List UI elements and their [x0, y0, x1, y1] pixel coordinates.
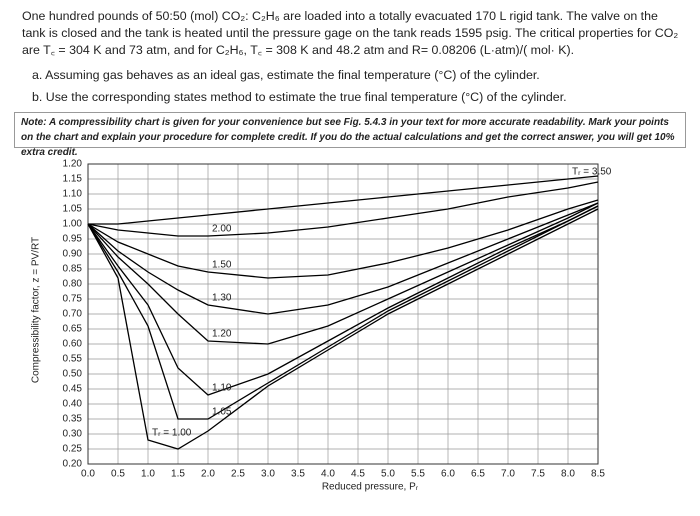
curve — [87, 205, 599, 420]
y-tick-label: 0.35 — [63, 414, 83, 425]
y-tick-label: 0.70 — [63, 309, 83, 320]
curve — [87, 205, 599, 396]
x-tick-label: 2.5 — [231, 469, 245, 480]
x-tick-label: 1.0 — [141, 469, 155, 480]
y-tick-label: 0.80 — [63, 279, 83, 290]
curve — [87, 202, 599, 315]
x-tick-label: 6.5 — [471, 469, 485, 480]
x-tick-label: 7.5 — [531, 469, 545, 480]
y-tick-label: 0.45 — [63, 384, 83, 395]
x-tick-label: 5.5 — [411, 469, 425, 480]
y-tick-label: 0.50 — [63, 369, 83, 380]
y-tick-label: 1.00 — [63, 219, 83, 230]
y-tick-label: 0.40 — [63, 399, 83, 410]
x-tick-label: 0.5 — [111, 469, 125, 480]
curve-label: 1.20 — [212, 329, 232, 340]
y-axis-label: Compressibility factor, z = PV/RT — [31, 237, 42, 383]
x-tick-label: 4.0 — [321, 469, 335, 480]
x-tick-label: 6.0 — [441, 469, 455, 480]
plot-frame — [87, 163, 599, 465]
curve-label: 1.50 — [212, 260, 232, 271]
curve — [87, 208, 599, 450]
x-tick-label: 2.0 — [201, 469, 215, 480]
y-tick-label: 0.85 — [63, 264, 83, 275]
curve-label: 1.10 — [212, 383, 232, 394]
x-tick-label: 5.0 — [381, 469, 395, 480]
y-tick-label: 0.65 — [63, 324, 83, 335]
y-tick-label: 0.60 — [63, 339, 83, 350]
y-tick-label: 1.20 — [63, 159, 83, 170]
x-tick-label: 4.5 — [351, 469, 365, 480]
x-axis-label: Reduced pressure, Pᵣ — [322, 482, 419, 493]
x-tick-label: 1.5 — [171, 469, 185, 480]
curve-label: 1.30 — [212, 293, 232, 304]
y-tick-label: 0.75 — [63, 294, 83, 305]
x-tick-label: 7.0 — [501, 469, 515, 480]
y-tick-label: 0.25 — [63, 444, 83, 455]
x-tick-label: 8.0 — [561, 469, 575, 480]
curve — [87, 202, 599, 345]
curve-label: Tᵣ = 1.00 — [152, 428, 192, 439]
question: a. Assuming gas behaves as an ideal gas,… — [32, 68, 540, 82]
chart: Compressibility factor, z = PV/RT Reduce… — [31, 159, 612, 493]
y-tick-label: 1.10 — [63, 189, 83, 200]
y-tick-label: 0.55 — [63, 354, 83, 365]
curve-label: 1.05 — [212, 407, 232, 418]
x-tick-label: 3.5 — [291, 469, 305, 480]
y-tick-label: 0.95 — [63, 234, 83, 245]
curve — [88, 175, 599, 225]
x-tick-label: 3.0 — [261, 469, 275, 480]
y-tick-label: 1.05 — [63, 204, 83, 215]
x-tick-label: 8.5 — [591, 469, 605, 480]
question: b. Use the corresponding states method t… — [32, 90, 567, 104]
curve-label: 2.00 — [212, 224, 232, 235]
y-tick-label: 0.90 — [63, 249, 83, 260]
curve — [87, 181, 599, 237]
curve — [87, 199, 599, 279]
y-tick-label: 1.15 — [63, 174, 83, 185]
note: Note: A compressibility chart is given f… — [14, 112, 686, 158]
y-tick-label: 0.20 — [63, 459, 83, 470]
curve-label: Tᵣ = 3.50 — [572, 167, 612, 178]
x-tick-label: 0.0 — [81, 469, 95, 480]
y-tick-label: 0.30 — [63, 429, 83, 440]
problem-text: One hundred pounds of 50:50 (mol) CO₂: C… — [22, 9, 679, 57]
